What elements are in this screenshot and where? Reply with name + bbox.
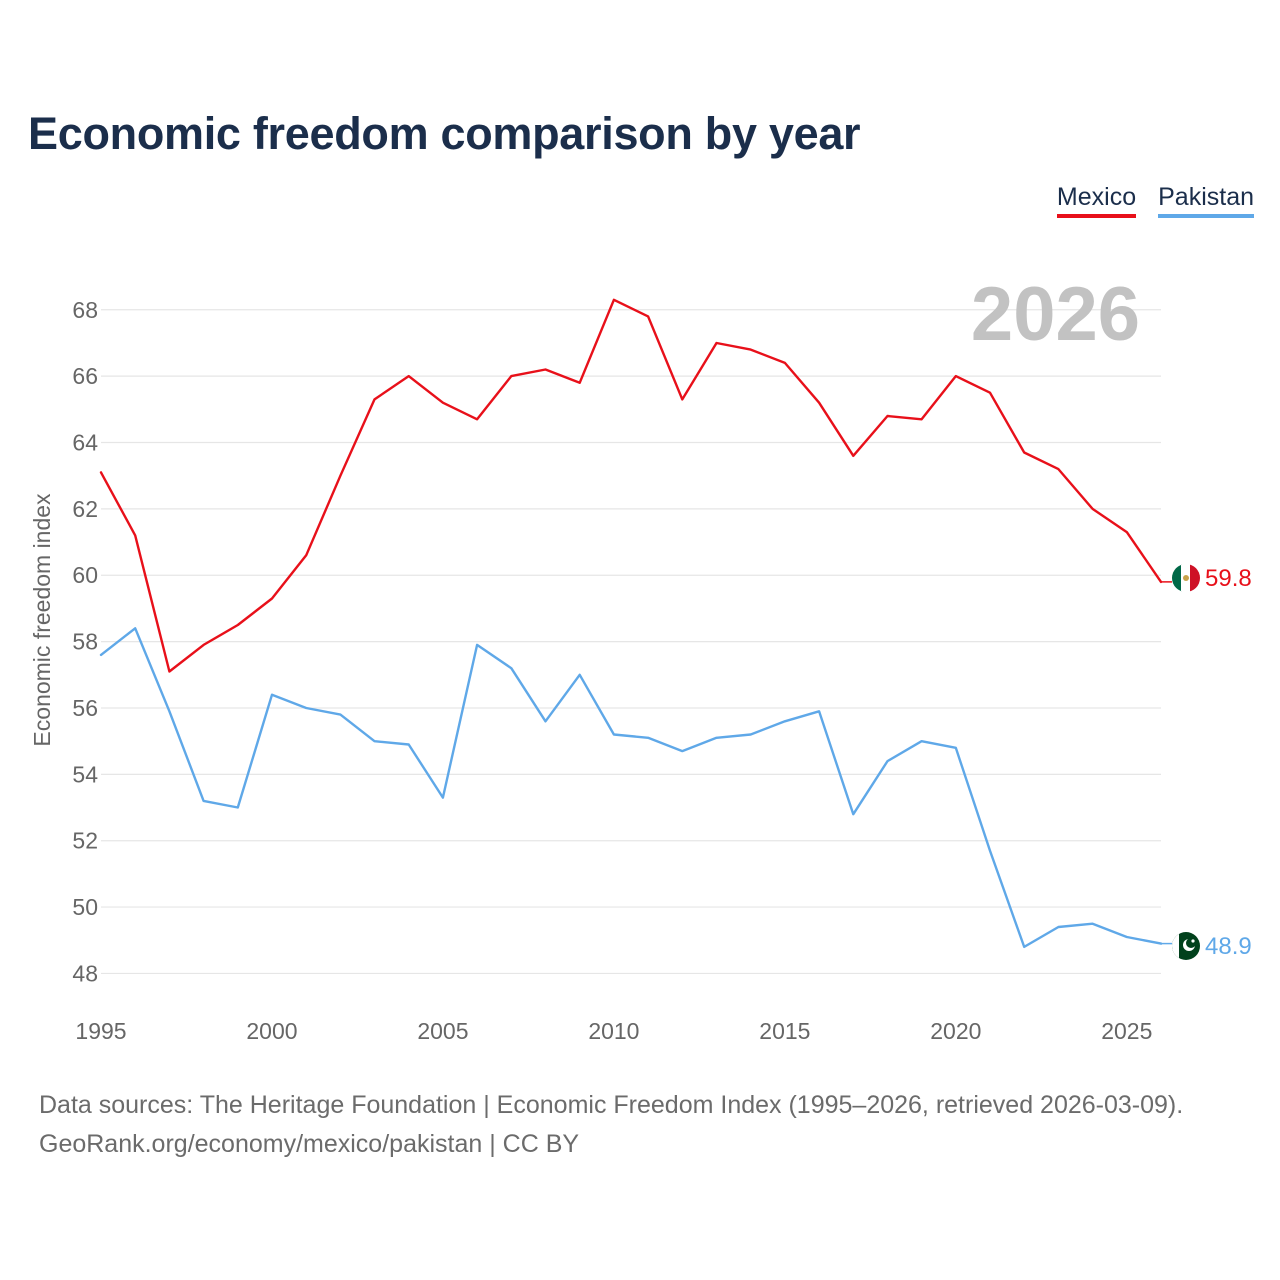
y-tick-label: 56 [72, 695, 98, 721]
x-tick-label: 2005 [417, 1018, 468, 1044]
x-tick-label: 2020 [930, 1018, 981, 1044]
pakistan-end-value: 48.9 [1205, 933, 1252, 960]
legend-item-mexico[interactable]: Mexico [1056, 183, 1137, 218]
y-tick-label: 52 [72, 828, 98, 854]
y-tick-label: 48 [72, 960, 98, 986]
x-tick-label: 2025 [1101, 1018, 1152, 1044]
mexico-flag-icon [1172, 564, 1200, 592]
chart-title: Economic freedom comparison by year [28, 108, 861, 159]
y-tick-label: 50 [72, 894, 98, 920]
y-tick-label: 62 [72, 496, 98, 522]
pakistan-flag-icon [1172, 932, 1200, 960]
footer: Data sources: The Heritage Foundation | … [39, 1086, 1183, 1164]
legend-item-pakistan[interactable]: Pakistan [1158, 183, 1254, 218]
x-tick-label: 2015 [759, 1018, 810, 1044]
year-watermark: 2026 [971, 272, 1140, 357]
y-axis-label: Economic freedom index [29, 493, 55, 747]
series-line-mexico[interactable] [99, 298, 1163, 673]
legend: Mexico Pakistan [1056, 183, 1254, 218]
source-note: Data sources: The Heritage Foundation | … [39, 1091, 1184, 1119]
series-line-pakistan[interactable] [99, 627, 1163, 949]
x-tick-label: 1995 [75, 1018, 126, 1044]
x-tick-label: 2010 [588, 1018, 639, 1044]
x-tick-label: 2000 [246, 1018, 297, 1044]
y-tick-label: 68 [72, 297, 98, 323]
line-chart: 2026 Economic freedom index 48 50 52 54 56 58… [29, 272, 1252, 1044]
y-tick-label: 64 [72, 430, 98, 456]
mexico-end-value: 59.8 [1205, 565, 1252, 592]
y-tick-label: 54 [72, 761, 98, 787]
attribution-link[interactable]: GeoRank.org/economy/mexico/pakistan | CC… [39, 1130, 580, 1158]
y-tick-label: 66 [72, 363, 98, 389]
y-tick-label: 60 [72, 562, 98, 588]
y-tick-label: 58 [72, 629, 98, 655]
